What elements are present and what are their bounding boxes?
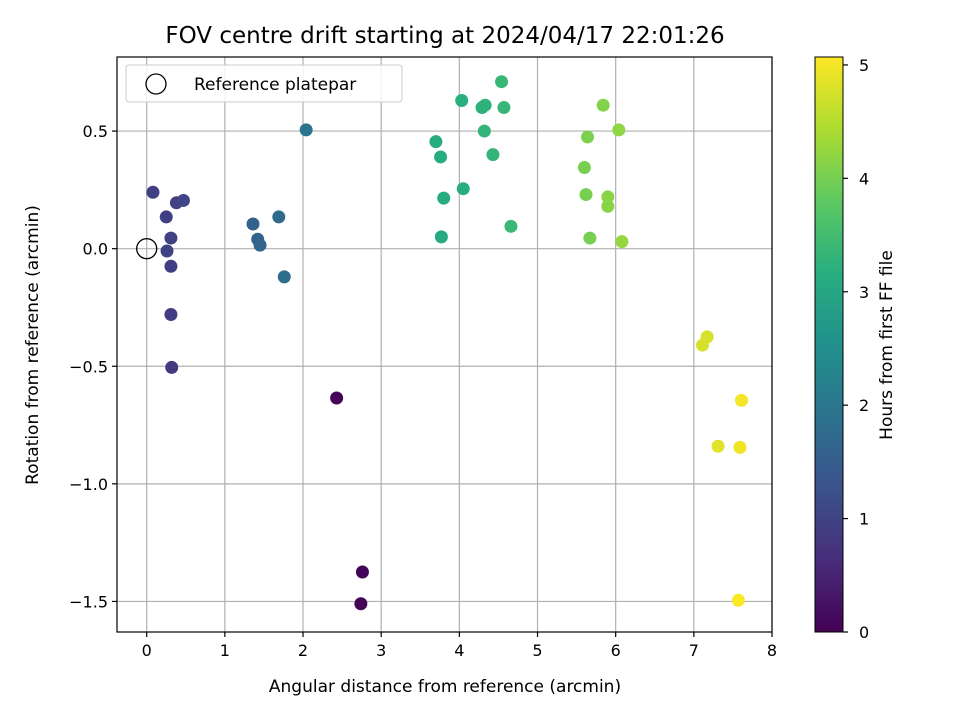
data-point [456, 182, 470, 196]
data-point [577, 161, 591, 175]
data-point [455, 94, 469, 108]
data-point [164, 231, 178, 245]
x-tick-label: 4 [454, 641, 464, 660]
data-point [437, 191, 451, 205]
colorbar-tick-label: 0 [859, 623, 869, 642]
data-point [504, 219, 518, 233]
plot-frame [116, 56, 773, 633]
x-tick-label: 0 [142, 641, 152, 660]
y-tick-label: −1.5 [69, 592, 108, 611]
data-point [735, 393, 749, 407]
data-point [486, 148, 500, 162]
data-point [272, 210, 286, 224]
colorbar-tick-label: 1 [859, 510, 869, 529]
axes: 0 1 2 3 4 5 6 7 8 −1.5 −1.0 −0.5 0.0 0.5 [69, 56, 777, 660]
data-point [277, 270, 291, 284]
data-point [434, 230, 448, 244]
data-point [164, 259, 178, 273]
data-point [429, 135, 443, 149]
data-point [731, 593, 745, 607]
data-point [601, 190, 615, 204]
data-point [583, 231, 597, 245]
y-tick-label: −0.5 [69, 357, 108, 376]
x-axis-label: Angular distance from reference (arcmin) [269, 677, 621, 697]
data-point [355, 565, 369, 579]
data-points [146, 75, 749, 611]
y-axis-label: Rotation from reference (arcmin) [23, 205, 43, 485]
x-tick-label: 5 [532, 641, 542, 660]
data-point [612, 123, 626, 137]
data-point [434, 150, 448, 164]
y-tick-label: −1.0 [69, 475, 108, 494]
colorbar-gradient [814, 56, 844, 633]
data-point [176, 193, 190, 207]
x-tick-label: 8 [767, 641, 777, 660]
y-tick-label: 0.5 [83, 122, 108, 141]
chart-title: FOV centre drift starting at 2024/04/17 … [165, 23, 724, 49]
x-tick-label: 2 [298, 641, 308, 660]
legend-open-circle-marker [145, 73, 167, 95]
y-tick-label: 0.0 [83, 240, 108, 259]
data-point [146, 185, 160, 199]
colorbar-tick-label: 2 [859, 396, 869, 415]
data-point [579, 188, 593, 202]
data-point [330, 391, 344, 405]
colorbar-label: Hours from first FF file [877, 250, 897, 440]
x-tick-label: 1 [220, 641, 230, 660]
data-point [478, 98, 492, 112]
data-point [253, 238, 267, 252]
legend: Reference platepar [125, 64, 403, 103]
x-tick-label: 3 [376, 641, 386, 660]
data-point [601, 199, 615, 213]
data-point [477, 124, 491, 138]
colorbar: 0 1 2 3 4 5 Hours from first FF file [814, 56, 897, 642]
legend-box [125, 64, 403, 103]
reference-platepar-marker [136, 238, 158, 260]
data-point [497, 101, 511, 115]
data-point [160, 244, 174, 258]
colorbar-ticks: 0 1 2 3 4 5 [843, 56, 869, 642]
data-point [165, 360, 179, 374]
colorbar-tick-label: 4 [859, 169, 869, 188]
data-point [700, 330, 714, 344]
data-point [711, 439, 725, 453]
data-point [581, 130, 595, 144]
x-tick-label: 6 [611, 641, 621, 660]
colorbar-tick-label: 3 [859, 283, 869, 302]
data-point [159, 210, 173, 224]
data-point [733, 440, 747, 454]
colorbar-tick-label: 5 [859, 56, 869, 75]
data-point [246, 217, 260, 231]
data-point [299, 123, 313, 137]
legend-entry-label: Reference platepar [194, 75, 356, 95]
data-point [354, 597, 368, 611]
grid-lines [117, 57, 773, 632]
data-point [615, 235, 629, 249]
data-point [164, 308, 178, 322]
x-tick-label: 7 [689, 641, 699, 660]
data-point [596, 98, 610, 112]
reference-marker-layer [136, 238, 158, 260]
data-point [495, 75, 509, 89]
